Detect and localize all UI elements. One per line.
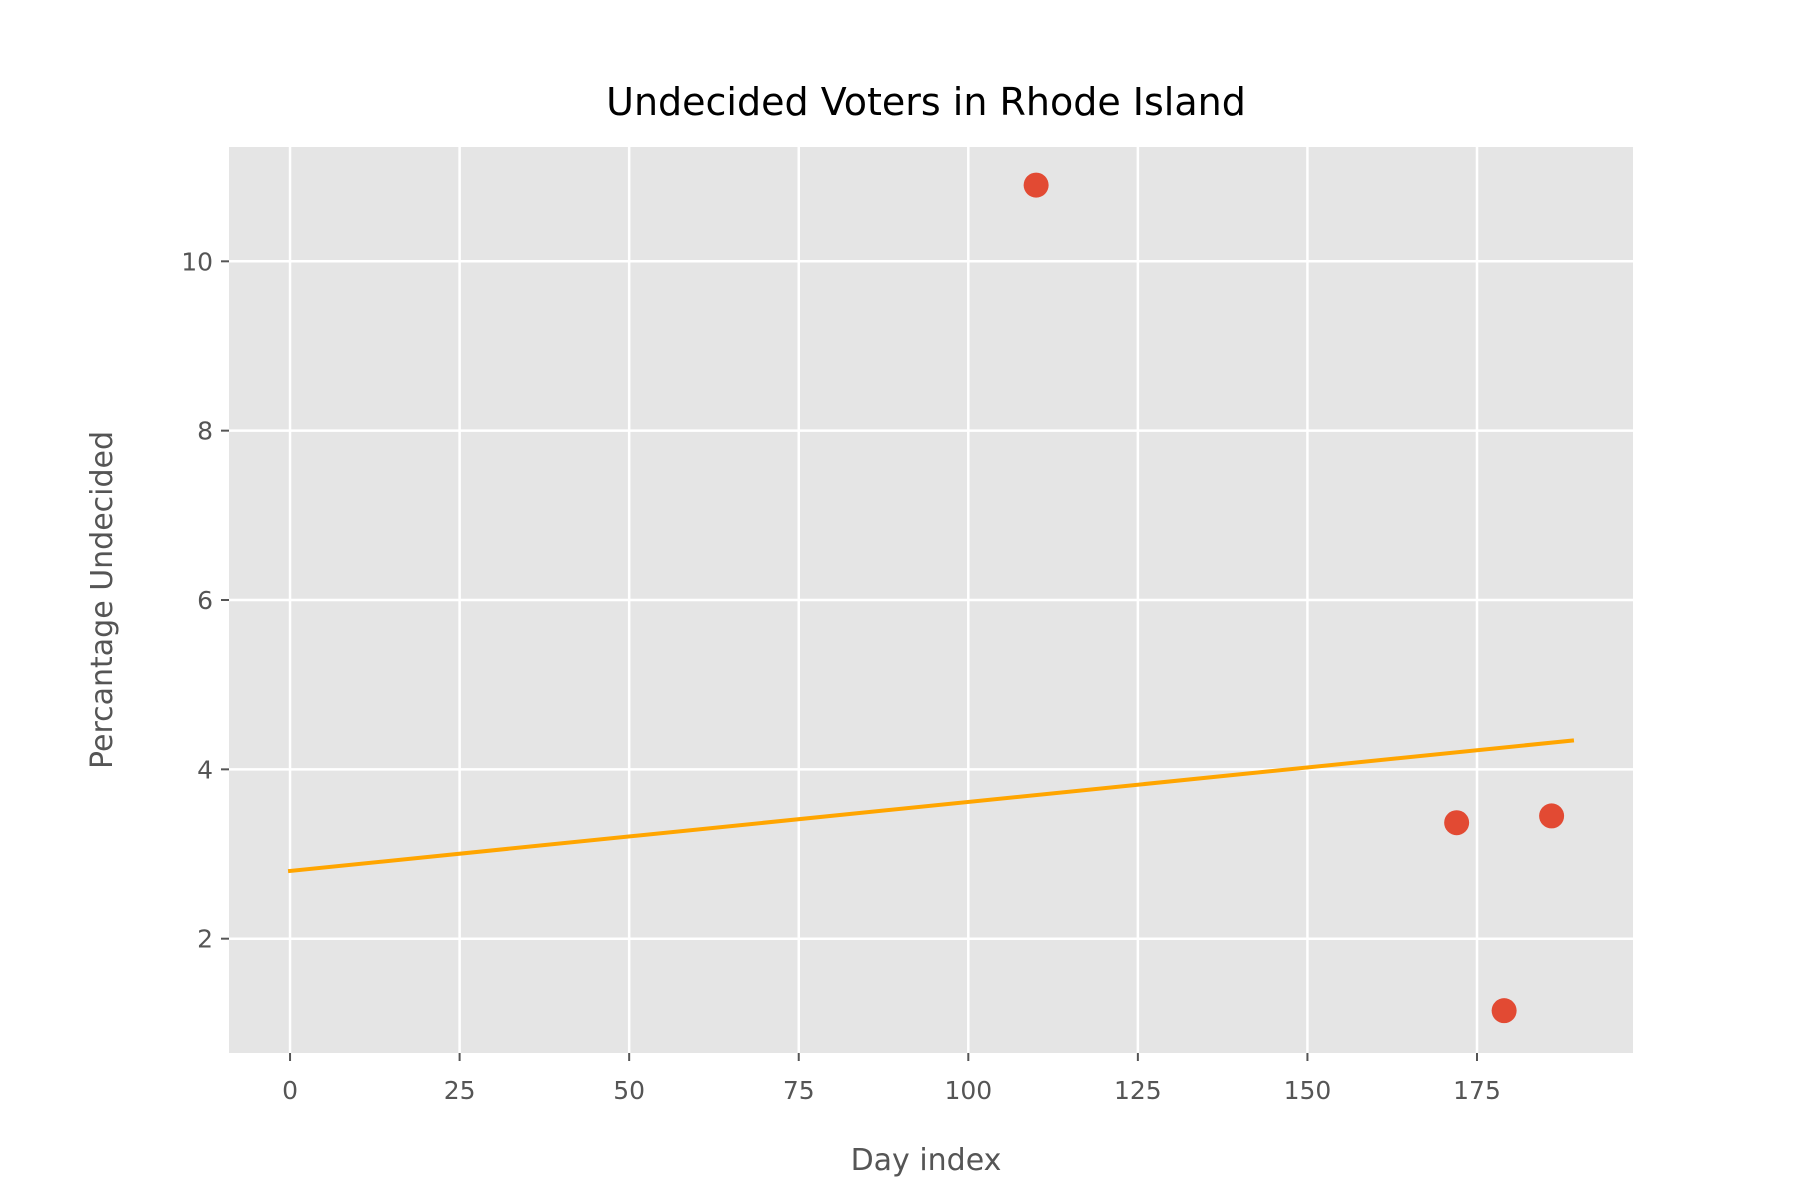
x-tick-label: 125: [1114, 1076, 1162, 1105]
data-point: [1491, 998, 1517, 1024]
trend-line: [287, 738, 1575, 874]
x-tick-label: 0: [282, 1076, 298, 1105]
data-points: [1023, 172, 1565, 1024]
x-tick-label: 50: [613, 1076, 645, 1105]
y-tick-label: 6: [197, 586, 213, 615]
data-point: [1444, 810, 1470, 836]
y-tick-label: 8: [197, 417, 213, 446]
y-axis-label: Percantage Undecided: [85, 431, 120, 769]
x-tick-label: 25: [444, 1076, 476, 1105]
chart-title: Undecided Voters in Rhode Island: [606, 80, 1246, 124]
x-tick-label: 150: [1284, 1076, 1332, 1105]
x-axis-label: Day index: [851, 1143, 1002, 1178]
y-tick-label: 10: [181, 247, 213, 276]
x-tick-label: 175: [1453, 1076, 1501, 1105]
y-tick-label: 4: [197, 755, 213, 784]
data-point: [1023, 172, 1049, 198]
x-tick-label: 75: [783, 1076, 815, 1105]
y-tick-label: 2: [197, 925, 213, 954]
x-axis-ticks: 0 25 50 75 100 125 150 175: [282, 1053, 1501, 1105]
x-tick-label: 100: [944, 1076, 992, 1105]
y-axis-ticks: 2 4 6 8 10: [181, 247, 229, 954]
data-point: [1539, 803, 1565, 829]
grid-lines: [229, 147, 1633, 1053]
